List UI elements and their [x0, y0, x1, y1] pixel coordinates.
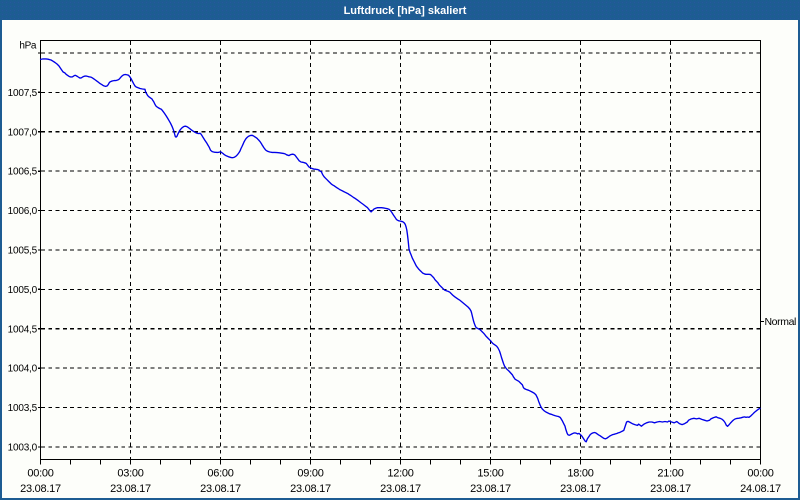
- svg-text:23.08.17: 23.08.17: [650, 483, 691, 495]
- svg-text:18:00: 18:00: [567, 468, 593, 480]
- svg-text:1005,0: 1005,0: [8, 285, 38, 296]
- svg-text:hPa: hPa: [19, 41, 36, 52]
- svg-text:23.08.17: 23.08.17: [560, 483, 601, 495]
- svg-text:1004,5: 1004,5: [8, 324, 38, 335]
- svg-text:23.08.17: 23.08.17: [20, 483, 61, 495]
- svg-text:23.08.17: 23.08.17: [470, 483, 511, 495]
- svg-text:Normal: Normal: [765, 316, 797, 328]
- svg-text:23.08.17: 23.08.17: [380, 483, 421, 495]
- svg-text:1006,5: 1006,5: [8, 167, 38, 178]
- svg-text:1003,5: 1003,5: [8, 403, 38, 414]
- svg-text:1006,0: 1006,0: [8, 206, 38, 217]
- svg-text:06:00: 06:00: [207, 468, 233, 480]
- svg-text:09:00: 09:00: [297, 468, 323, 480]
- svg-text:24.08.17: 24.08.17: [740, 483, 781, 495]
- svg-text:1004,0: 1004,0: [8, 364, 38, 375]
- svg-text:21:00: 21:00: [657, 468, 683, 480]
- svg-text:23.08.17: 23.08.17: [200, 483, 241, 495]
- svg-text:00:00: 00:00: [747, 468, 773, 480]
- svg-text:1007,0: 1007,0: [8, 127, 38, 138]
- svg-text:23.08.17: 23.08.17: [110, 483, 151, 495]
- svg-text:1005,5: 1005,5: [8, 246, 38, 257]
- svg-text:1007,5: 1007,5: [8, 88, 38, 99]
- svg-text:15:00: 15:00: [477, 468, 503, 480]
- svg-text:23.08.17: 23.08.17: [290, 483, 331, 495]
- svg-text:00:00: 00:00: [27, 468, 53, 480]
- svg-text:1003,0: 1003,0: [8, 443, 38, 454]
- svg-text:Luftdruck [hPa] skaliert: Luftdruck [hPa] skaliert: [344, 5, 467, 17]
- svg-text:12:00: 12:00: [387, 468, 413, 480]
- svg-text:03:00: 03:00: [117, 468, 143, 480]
